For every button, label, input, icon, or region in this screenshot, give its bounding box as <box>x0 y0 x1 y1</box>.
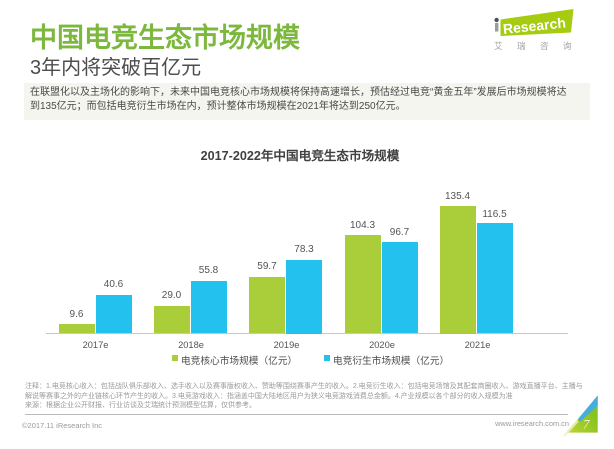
svg-text:7: 7 <box>583 417 590 432</box>
svg-text:艾瑞咨询: 艾瑞咨询 <box>494 41 586 51</box>
svg-text:Research: Research <box>502 14 566 37</box>
